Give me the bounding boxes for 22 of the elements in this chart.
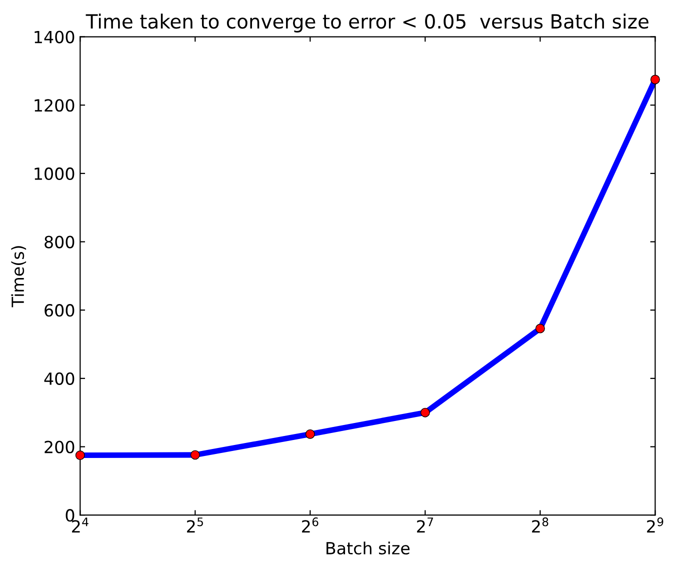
point — [305, 429, 315, 439]
x-tick-label: 2$^{9}$ — [647, 517, 664, 532]
point — [75, 450, 85, 460]
y-axis-title: Time(s) — [11, 246, 26, 308]
point — [190, 450, 200, 460]
y-tick-label: 400 — [44, 372, 74, 385]
y-tick-label: 600 — [44, 304, 74, 317]
y-tick-label: 0 — [66, 509, 74, 522]
x-tick-label: 2$^{8}$ — [532, 517, 548, 532]
y-tick-label: 1000 — [34, 167, 74, 180]
y-tick-label: 800 — [44, 236, 74, 248]
point — [535, 324, 545, 334]
x-axis-title: Batch size — [326, 542, 410, 555]
point — [420, 408, 430, 418]
x-tick-label: 2$^{6}$ — [302, 517, 318, 532]
x-tick-label: 2$^{7}$ — [417, 518, 434, 532]
point — [650, 74, 660, 84]
y-tick-label: 1200 — [34, 99, 74, 112]
y-tick-label: 1400 — [34, 30, 74, 44]
chart-title: Time taken to converge to error < 0.05 versus Batch size — [86, 14, 648, 32]
y-tick-label: 200 — [44, 440, 74, 454]
x-tick-label: 2$^{5}$ — [187, 518, 203, 532]
